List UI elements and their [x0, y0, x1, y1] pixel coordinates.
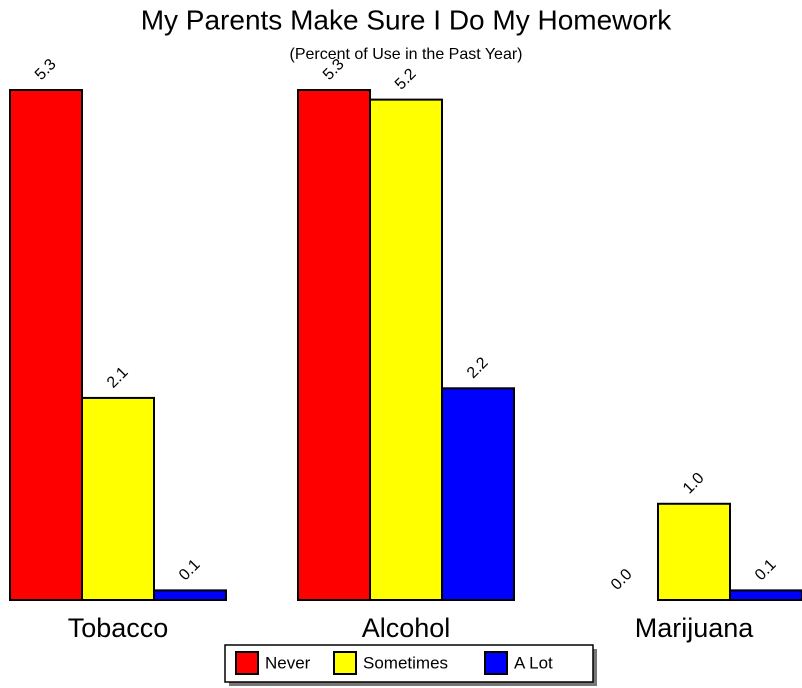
data-label: 0.0 [608, 566, 636, 594]
data-label: 0.1 [752, 556, 780, 584]
chart-title: My Parents Make Sure I Do My Homework [141, 4, 673, 35]
x-tick-label: Tobacco [68, 613, 169, 643]
legend-swatch [235, 651, 259, 675]
bar [441, 387, 515, 601]
data-label: 5.3 [32, 56, 60, 84]
bar [657, 502, 731, 602]
data-label: 2.2 [464, 354, 492, 382]
bar [153, 589, 227, 602]
data-label: 5.2 [392, 65, 420, 93]
data-label: 1.0 [680, 470, 708, 498]
legend: Never Sometimes A Lot [224, 644, 597, 686]
data-label: 0.1 [176, 556, 204, 584]
legend-label: A Lot [514, 653, 553, 672]
legend-box [224, 644, 594, 683]
bar [369, 98, 443, 601]
legend-swatch [484, 651, 508, 675]
legend-label: Sometimes [363, 653, 448, 672]
bar [297, 89, 371, 601]
legend-swatch [333, 651, 357, 675]
x-tick-label: Alcohol [362, 613, 451, 643]
legend-label: Never [265, 653, 311, 672]
chart-subtitle: (Percent of Use in the Past Year) [289, 46, 522, 63]
x-tick-label: Marijuana [635, 613, 755, 643]
bar [729, 589, 802, 602]
data-label: 2.1 [104, 364, 132, 392]
bar [81, 396, 155, 601]
bar [9, 89, 83, 601]
